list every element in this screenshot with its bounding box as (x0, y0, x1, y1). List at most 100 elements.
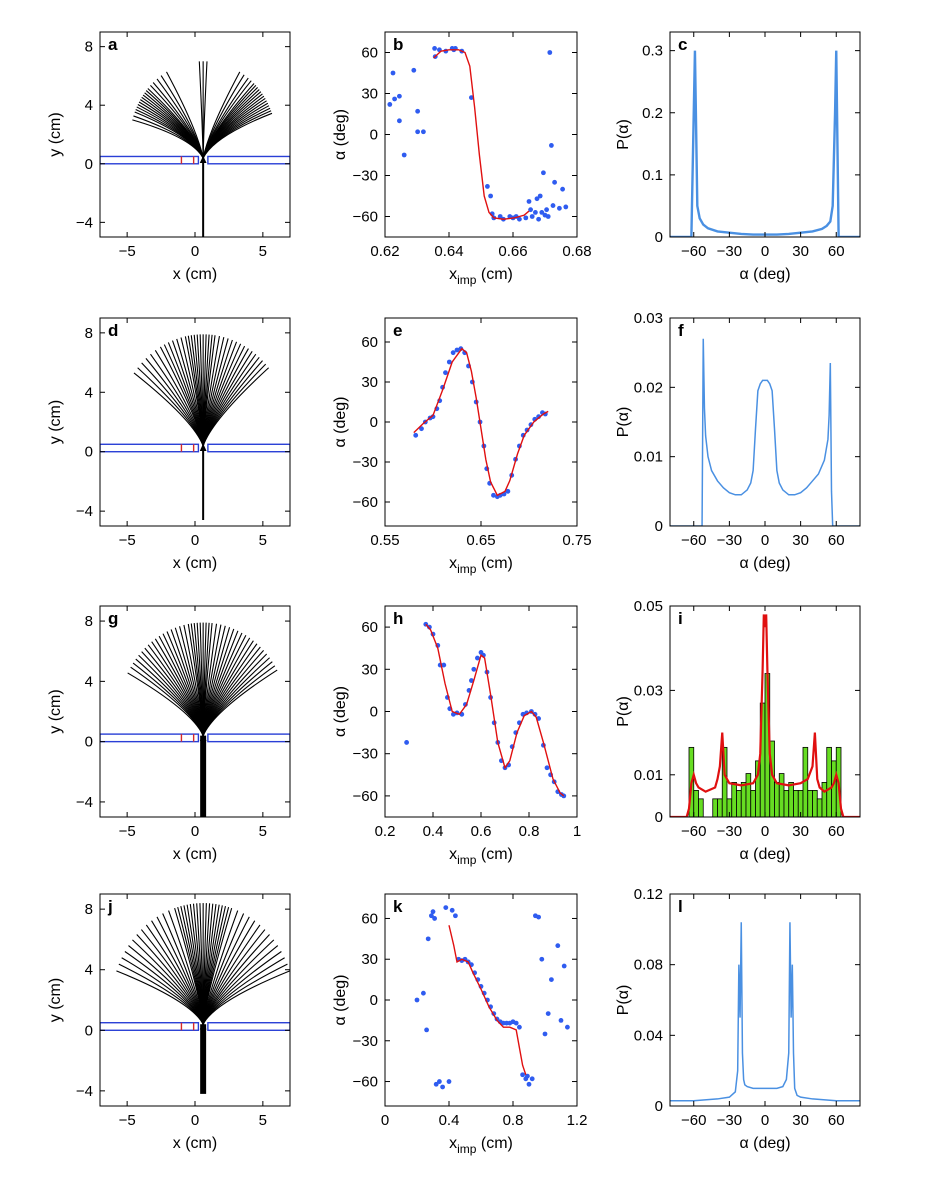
fit-curve (448, 925, 527, 1075)
fit-curve (413, 347, 549, 497)
y-tick-label: −4 (76, 1083, 93, 1100)
y-tick-label: −4 (76, 794, 93, 811)
y-tick-label: 60 (361, 334, 378, 351)
fit-curve (425, 623, 565, 797)
histogram-bar-1 (693, 790, 699, 817)
x-axis-label: α (deg) (739, 266, 790, 283)
y-tick-label: 4 (85, 384, 93, 401)
data-point-6 (432, 916, 437, 921)
data-point-4 (429, 913, 434, 919)
trajectory-line-20 (198, 61, 204, 158)
y-tick-label: 0 (370, 127, 378, 144)
channel-wall-left (100, 733, 200, 743)
y-axis-label: y (cm) (47, 112, 64, 156)
y-tick-label: 8 (85, 325, 93, 342)
y-tick-label: 30 (361, 661, 378, 678)
data-point-8 (443, 370, 448, 376)
panel-e: 0.55 0.65 0.75 −60 −30 0 30 60 ximp (cm) α (deg) e (332, 317, 592, 576)
y-tick-label: 0 (370, 992, 378, 1009)
x-tick-label: 5 (259, 1112, 267, 1129)
trajectory-line-2 (202, 661, 273, 736)
histogram-bar-20 (793, 790, 799, 817)
data-point-40 (536, 914, 541, 920)
x-tick-label: 0.4 (423, 823, 444, 840)
y-tick-label: 4 (85, 97, 93, 114)
x-tick-label: 60 (828, 532, 845, 549)
channel-wall-right (207, 1022, 290, 1031)
y-tick-label: 0.03 (634, 310, 663, 327)
y-axis-label: y (cm) (47, 689, 64, 733)
x-tick-label: 1 (573, 823, 581, 840)
x-tick-label: −30 (717, 1112, 742, 1129)
trajectory-line-44 (116, 970, 204, 1025)
data-point-32 (513, 1020, 519, 1026)
data-point-8 (415, 129, 421, 135)
x-tick-label: 0 (761, 1112, 769, 1129)
x-tick-label: 0 (191, 1112, 199, 1129)
panel-label-l: l (678, 897, 683, 916)
slit-cone (199, 1021, 207, 1030)
x-axis-label: x (cm) (173, 266, 217, 283)
x-tick-label: 0 (761, 532, 769, 549)
incoming-beam (200, 735, 207, 817)
plot-area-a (100, 61, 290, 237)
x-tick-label: −5 (119, 243, 136, 260)
data-point-16 (475, 655, 480, 661)
panel-c: −60 −30 0 30 60 0 0.1 0.2 0.3 α (deg) P(α) c (615, 31, 861, 283)
data-point-48 (563, 204, 569, 210)
data-point-37 (539, 210, 545, 215)
histogram-bar-9 (740, 781, 747, 817)
data-point-6 (411, 67, 417, 73)
data-point-37 (526, 1081, 532, 1087)
data-point-31 (528, 207, 533, 213)
x-tick-label: 30 (792, 823, 809, 840)
data-point-2 (424, 1027, 429, 1033)
data-point-0 (404, 740, 409, 745)
data-point-33 (517, 1024, 522, 1030)
y-tick-label: 0.08 (634, 957, 663, 974)
y-tick-label: 60 (361, 910, 378, 927)
histogram-bar-3 (712, 798, 718, 817)
histogram-bar-27 (826, 746, 832, 817)
data-point-42 (547, 50, 553, 55)
theory-curve (670, 614, 860, 817)
histogram-bar-23 (807, 790, 813, 817)
histogram-bar-19 (788, 781, 794, 817)
x-tick-label: 30 (792, 243, 809, 260)
data-point-32 (529, 214, 535, 219)
data-point-2 (392, 96, 397, 102)
x-tick-label: 60 (828, 1112, 845, 1129)
data-point-5 (430, 909, 436, 915)
x-tick-label: 60 (828, 243, 845, 260)
x-tick-label: 0.55 (370, 532, 399, 549)
y-tick-label: 8 (85, 901, 93, 918)
histogram-bar-16 (774, 781, 780, 817)
panel-f: −60 −30 0 30 60 0 0.01 0.02 0.03 α (deg) P(α) f (615, 310, 861, 572)
y-axis-label: P(α) (615, 696, 632, 727)
y-tick-label: 0.3 (642, 43, 663, 60)
y-tick-label: −60 (353, 1074, 378, 1091)
channel-wall-right (207, 155, 290, 165)
histogram-bar-28 (831, 760, 837, 817)
data-point-6 (441, 662, 447, 668)
histogram-bar-2 (698, 798, 704, 817)
x-tick-label: −30 (717, 823, 742, 840)
x-tick-label: 0.6 (471, 823, 492, 840)
data-point-20 (488, 193, 493, 199)
data-point-35 (544, 765, 550, 771)
data-point-46 (558, 1017, 564, 1023)
histogram-bar-18 (783, 790, 790, 817)
data-point-35 (536, 216, 541, 222)
panel-k: 0 0.4 0.8 1.2 −60 −30 0 30 60 ximp (cm) α (deg) k (332, 893, 587, 1156)
slit-cone (199, 443, 207, 451)
data-point-4 (397, 93, 402, 99)
channel-wall-left (100, 1022, 200, 1031)
data-point-23 (497, 214, 503, 219)
y-tick-label: 60 (361, 619, 378, 636)
x-tick-label: 0.4 (439, 1112, 460, 1129)
data-point-41 (539, 956, 545, 962)
panel-i: −60 −30 0 30 60 0 0.01 0.03 0.05 α (deg) P(α) i (615, 598, 861, 863)
y-axis-label: α (deg) (332, 686, 349, 737)
y-axis-label: α (deg) (332, 974, 349, 1025)
